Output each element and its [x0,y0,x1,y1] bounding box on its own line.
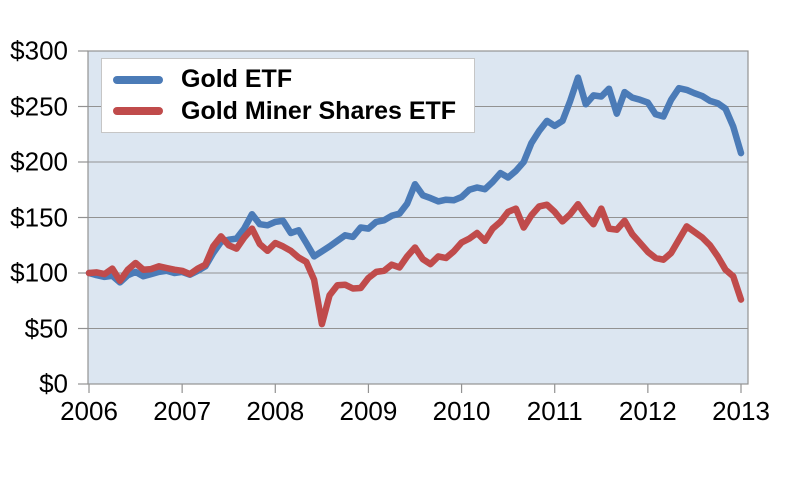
x-axis-tick-label: 2007 [153,396,212,426]
gold-miner-shares-etf-line [85,200,745,328]
legend-item-gold-miner-shares-etf: Gold Miner Shares ETF [102,96,474,126]
gold-miner-shares-etf-legend-label: Gold Miner Shares ETF [181,96,457,125]
y-axis-tick-label: $0 [39,368,68,399]
y-axis-tick-label: $250 [10,91,68,121]
y-axis-tick-label: $50 [24,313,68,343]
x-axis-tick-label: 2006 [60,396,118,426]
x-axis-tick-label: 2010 [432,396,491,426]
legend-item-gold-etf: Gold ETF [102,65,474,95]
gold-etf-swatch [113,75,163,84]
x-axis-tick-label: 2011 [526,396,583,426]
x-axis-tick-label: 2012 [618,396,677,426]
y-axis-tick-label: $200 [10,146,68,177]
x-axis-tick-label: 2008 [246,396,305,426]
gold-miner-shares-etf-swatch [113,107,163,116]
x-axis-tick-label: 2009 [339,396,398,426]
y-axis-tick-label: $300 [10,35,68,66]
legend-box: Gold ETF Gold Miner Shares ETF [101,58,475,133]
gold-etf-legend-label: Gold ETF [181,65,293,94]
x-axis-tick-label: 2013 [712,396,770,426]
y-axis-tick-label: $100 [10,257,68,288]
y-axis-tick-label: $150 [10,202,68,232]
